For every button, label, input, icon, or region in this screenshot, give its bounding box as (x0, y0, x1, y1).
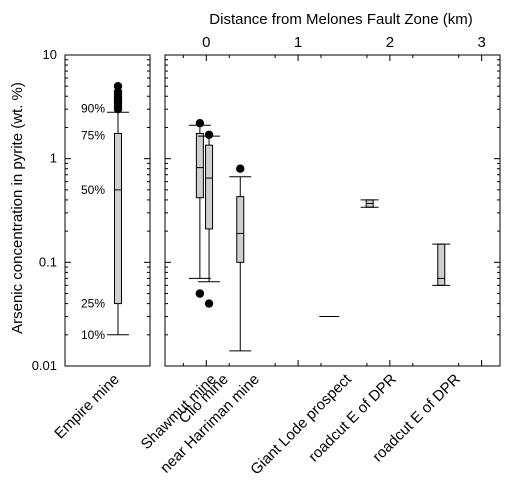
outlier-point (113, 82, 123, 91)
box-clio-mine (198, 130, 221, 308)
top-tick-label: 1 (294, 34, 302, 51)
box-empire-mine (107, 82, 129, 336)
box-series (107, 82, 451, 352)
box-roadcut-e-of-dpr (432, 243, 451, 286)
y-axis-ticks: 0.01 0.1 1 10 (32, 47, 500, 373)
y-tick-label: 1 (50, 151, 57, 166)
percentile-labels: 90% 75% 50% 25% 10% (81, 101, 105, 341)
top-tick-label: 3 (477, 34, 485, 51)
box-shawmut-mine (188, 118, 211, 298)
outlier-point (236, 164, 245, 173)
outlier-point (204, 299, 214, 308)
top-axis-ticks: 0 1 2 3 (182, 34, 486, 366)
right-panel-frame (164, 54, 501, 367)
range-box (437, 243, 446, 286)
y-tick-label: 10 (43, 47, 57, 62)
iqr-box (114, 132, 122, 305)
left-panel-frame (64, 54, 151, 367)
box-near-harriman-mine (229, 164, 252, 352)
iqr-box (236, 196, 245, 263)
y-axis-label: Arsenic concentration in pyrite (wt. %) (9, 82, 26, 334)
y-tick-label: 0.01 (32, 358, 57, 373)
percentile-label: 25% (81, 297, 105, 311)
percentile-label: 75% (81, 128, 105, 142)
top-tick-label: 0 (202, 34, 210, 51)
outlier-point (195, 289, 205, 298)
box-roadcut-e-of-dpr (360, 199, 379, 208)
chart-title: Distance from Melones Fault Zone (km) (209, 11, 472, 28)
outlier-point (195, 118, 205, 128)
iqr-box (205, 144, 214, 230)
top-tick-label: 2 (386, 34, 394, 51)
iqr-box (195, 132, 204, 199)
percentile-label: 50% (81, 183, 105, 197)
site-label-empire-mine: Empire mine (51, 371, 123, 443)
outlier-point (113, 87, 123, 97)
percentile-label: 10% (81, 328, 105, 342)
y-tick-label: 0.1 (39, 254, 57, 269)
outlier-point (204, 130, 214, 139)
percentile-label: 90% (81, 101, 105, 115)
